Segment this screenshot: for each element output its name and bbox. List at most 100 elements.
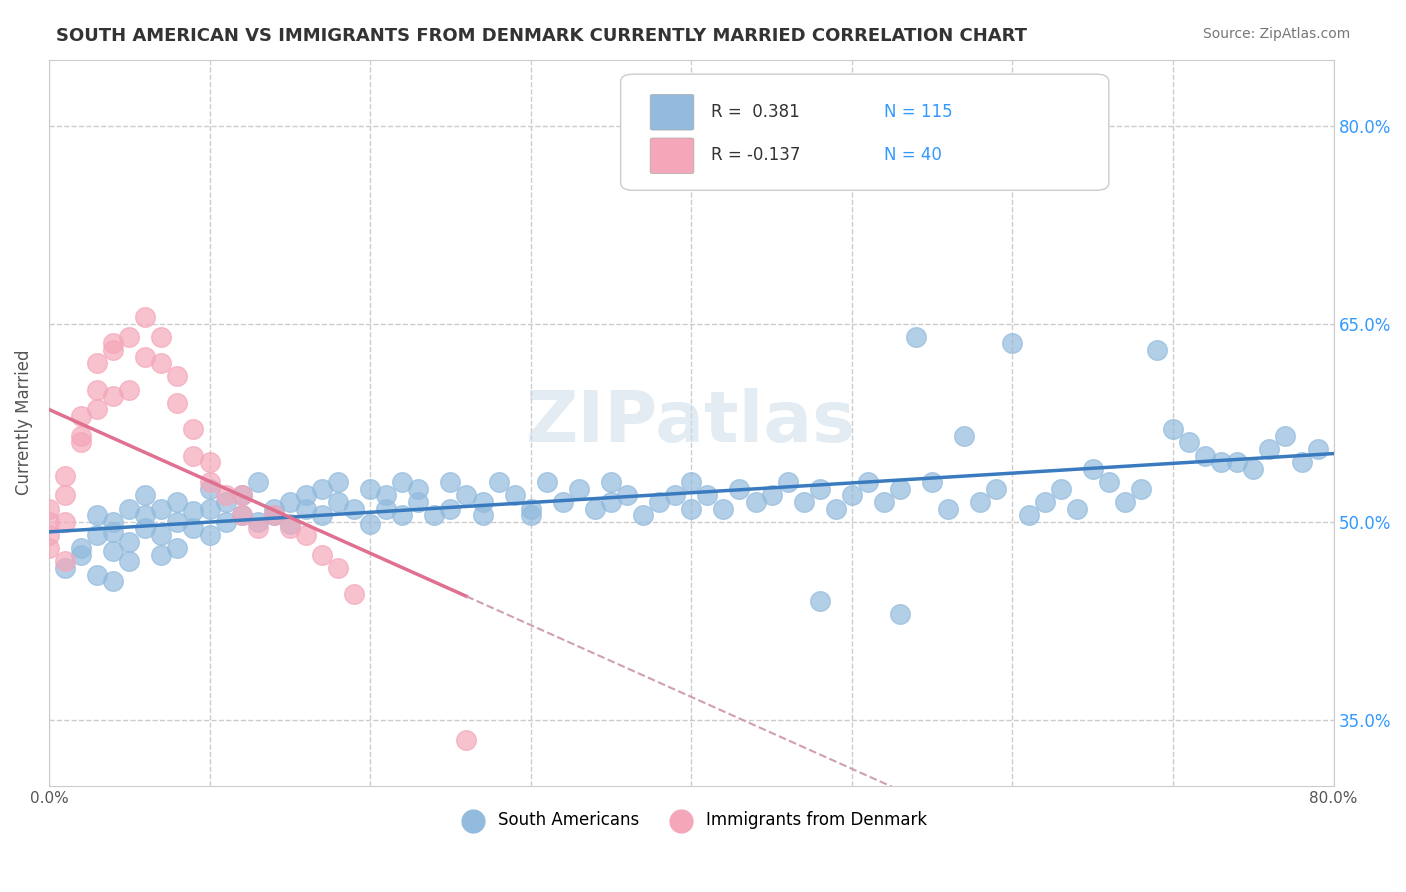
Point: [953, 429, 976, 443]
Point: [183, 504, 205, 518]
Point: [889, 482, 911, 496]
Point: [70, 429, 93, 443]
Point: [70, 435, 93, 450]
Point: [1211, 455, 1233, 469]
Point: [118, 330, 141, 344]
Point: [1018, 508, 1040, 522]
Point: [936, 501, 959, 516]
Point: [343, 587, 366, 601]
Text: R = -0.137: R = -0.137: [710, 146, 800, 164]
Point: [1081, 462, 1104, 476]
Point: [583, 501, 606, 516]
Point: [616, 488, 638, 502]
Point: [1066, 501, 1088, 516]
Point: [456, 488, 478, 502]
Point: [568, 482, 591, 496]
Point: [166, 495, 188, 509]
Point: [793, 495, 815, 509]
Point: [375, 501, 398, 516]
Point: [889, 607, 911, 622]
Point: [134, 488, 156, 502]
Point: [1049, 482, 1071, 496]
Point: [198, 501, 221, 516]
Point: [1274, 429, 1296, 443]
Point: [214, 488, 236, 502]
Point: [1306, 442, 1329, 456]
Point: [631, 508, 654, 522]
Text: N = 115: N = 115: [884, 103, 953, 121]
Point: [70, 541, 93, 555]
Point: [198, 475, 221, 489]
Point: [278, 517, 301, 532]
Point: [311, 482, 333, 496]
Point: [166, 515, 188, 529]
Point: [103, 336, 125, 351]
Point: [263, 501, 285, 516]
Point: [375, 488, 398, 502]
Point: [1146, 343, 1168, 357]
Point: [808, 594, 831, 608]
Point: [776, 475, 799, 489]
Point: [311, 548, 333, 562]
Text: N = 40: N = 40: [884, 146, 942, 164]
Point: [488, 475, 510, 489]
Point: [503, 488, 526, 502]
Point: [744, 495, 766, 509]
Point: [1194, 449, 1216, 463]
Point: [150, 356, 173, 370]
Point: [295, 528, 318, 542]
Point: [423, 508, 446, 522]
Point: [359, 517, 381, 532]
Point: [664, 488, 686, 502]
Point: [134, 310, 156, 324]
Point: [246, 521, 269, 535]
Point: [86, 567, 108, 582]
Point: [343, 501, 366, 516]
Point: [134, 350, 156, 364]
Point: [921, 475, 943, 489]
Point: [134, 521, 156, 535]
Point: [53, 554, 76, 568]
Point: [519, 508, 541, 522]
Legend: South Americans, Immigrants from Denmark: South Americans, Immigrants from Denmark: [450, 805, 934, 836]
Point: [118, 554, 141, 568]
Text: R =  0.381: R = 0.381: [710, 103, 800, 121]
Point: [86, 383, 108, 397]
Point: [1129, 482, 1152, 496]
Point: [231, 488, 253, 502]
Point: [600, 495, 623, 509]
FancyBboxPatch shape: [650, 95, 695, 130]
Point: [150, 528, 173, 542]
Point: [1114, 495, 1136, 509]
Point: [103, 543, 125, 558]
Point: [295, 488, 318, 502]
Point: [471, 508, 494, 522]
Point: [246, 515, 269, 529]
Point: [86, 508, 108, 522]
Point: [439, 475, 461, 489]
Point: [166, 396, 188, 410]
Point: [761, 488, 783, 502]
Point: [439, 501, 461, 516]
Point: [1241, 462, 1264, 476]
Point: [231, 488, 253, 502]
Point: [214, 495, 236, 509]
Point: [1226, 455, 1249, 469]
Point: [263, 508, 285, 522]
Point: [1033, 495, 1056, 509]
Point: [696, 488, 718, 502]
Point: [1291, 455, 1313, 469]
Point: [166, 541, 188, 555]
Point: [1098, 475, 1121, 489]
Point: [53, 561, 76, 575]
Point: [103, 574, 125, 588]
Point: [808, 482, 831, 496]
Point: [150, 501, 173, 516]
Point: [246, 475, 269, 489]
Point: [38, 515, 60, 529]
Point: [295, 501, 318, 516]
Point: [359, 482, 381, 496]
Point: [648, 495, 671, 509]
Point: [856, 475, 879, 489]
Point: [103, 343, 125, 357]
